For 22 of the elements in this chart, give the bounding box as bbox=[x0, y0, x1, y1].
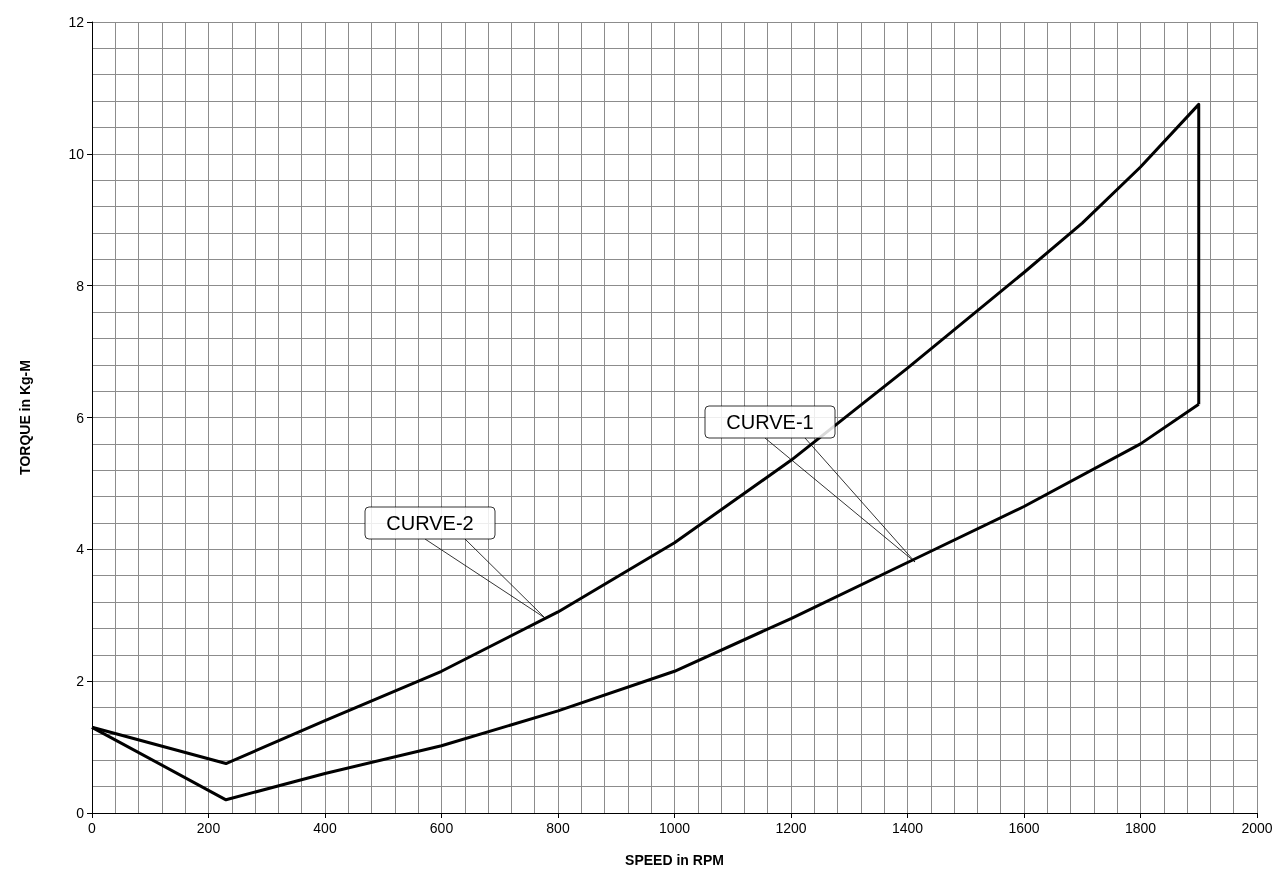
y-tick-label: 0 bbox=[76, 805, 85, 821]
x-tick-label: 1600 bbox=[1008, 820, 1040, 836]
x-tick-label: 400 bbox=[313, 820, 337, 836]
y-tick-label: 6 bbox=[76, 409, 85, 426]
x-tick-label: 200 bbox=[196, 820, 221, 836]
x-tick-label: 0 bbox=[88, 820, 97, 836]
y-tick-label: 2 bbox=[76, 673, 85, 690]
annotation: CURVE-2 bbox=[386, 512, 474, 534]
y-axis-title: TORQUE in Kg-M bbox=[17, 360, 33, 475]
x-tick-label: 800 bbox=[546, 820, 570, 836]
annotation: CURVE-1 bbox=[726, 411, 814, 433]
y-tick-label: 8 bbox=[76, 277, 85, 294]
x-tick-label: 1800 bbox=[1124, 820, 1157, 836]
y-tick-label: 4 bbox=[76, 541, 85, 558]
y-tick-label: 12 bbox=[68, 14, 85, 30]
x-tick-label: 1200 bbox=[775, 820, 807, 836]
x-axis-title: SPEED in RPM bbox=[625, 852, 724, 868]
y-tick-label: 10 bbox=[68, 145, 85, 162]
x-tick-label: 1000 bbox=[658, 820, 691, 836]
x-tick-label: 1400 bbox=[891, 820, 924, 836]
x-tick-label: 600 bbox=[429, 820, 454, 836]
x-tick-label: 2000 bbox=[1241, 820, 1273, 836]
